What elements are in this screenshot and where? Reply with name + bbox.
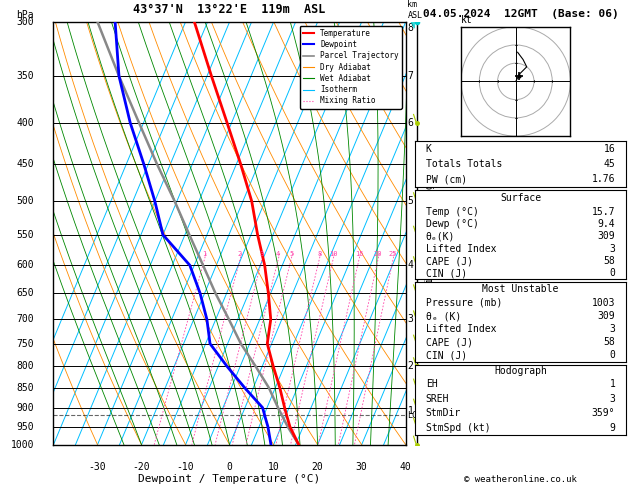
Text: CAPE (J): CAPE (J): [426, 256, 472, 266]
Text: 9: 9: [610, 423, 615, 433]
Text: 850: 850: [16, 382, 34, 393]
Text: Pressure (mb): Pressure (mb): [426, 298, 502, 308]
Text: 15.7: 15.7: [592, 207, 615, 217]
Text: 309: 309: [598, 231, 615, 242]
Text: 9.4: 9.4: [598, 219, 615, 229]
Text: 500: 500: [16, 196, 34, 206]
Polygon shape: [411, 16, 415, 28]
Text: 15: 15: [355, 251, 364, 257]
Text: -20: -20: [133, 462, 150, 471]
Text: -10: -10: [177, 462, 194, 471]
Text: StmSpd (kt): StmSpd (kt): [426, 423, 490, 433]
Text: 650: 650: [16, 288, 34, 298]
Text: 1.76: 1.76: [592, 174, 615, 184]
Text: 3: 3: [610, 244, 615, 254]
Text: θₑ(K): θₑ(K): [426, 231, 455, 242]
Text: 1: 1: [408, 406, 413, 416]
Text: Temp (°C): Temp (°C): [426, 207, 479, 217]
Text: 900: 900: [16, 403, 34, 413]
Text: 350: 350: [16, 71, 34, 81]
Text: 10: 10: [268, 462, 279, 471]
Text: 43°37'N  13°22'E  119m  ASL: 43°37'N 13°22'E 119m ASL: [133, 2, 326, 16]
Text: CIN (J): CIN (J): [426, 350, 467, 361]
Text: 1000: 1000: [11, 440, 34, 450]
Text: 550: 550: [16, 230, 34, 240]
Legend: Temperature, Dewpoint, Parcel Trajectory, Dry Adiabat, Wet Adiabat, Isotherm, Mi: Temperature, Dewpoint, Parcel Trajectory…: [299, 26, 402, 108]
Text: 8: 8: [317, 251, 321, 257]
Text: 16: 16: [604, 144, 615, 154]
Text: 4: 4: [276, 251, 281, 257]
Text: StmDir: StmDir: [426, 408, 461, 418]
Text: 3: 3: [610, 324, 615, 334]
Text: PW (cm): PW (cm): [426, 174, 467, 184]
Text: 700: 700: [16, 314, 34, 325]
Text: 0: 0: [226, 462, 233, 471]
Text: 3: 3: [408, 314, 413, 325]
Text: 400: 400: [16, 118, 34, 128]
Text: 4: 4: [408, 260, 413, 270]
Text: -30: -30: [89, 462, 106, 471]
Text: 600: 600: [16, 260, 34, 270]
Text: 7: 7: [408, 71, 413, 81]
Text: 8: 8: [408, 23, 413, 33]
Text: Lifted Index: Lifted Index: [426, 244, 496, 254]
Text: Most Unstable: Most Unstable: [482, 284, 559, 294]
Text: 309: 309: [598, 311, 615, 321]
Text: θₑ (K): θₑ (K): [426, 311, 461, 321]
Text: 58: 58: [604, 337, 615, 347]
Text: 40: 40: [400, 462, 411, 471]
Text: 58: 58: [604, 256, 615, 266]
Text: Totals Totals: Totals Totals: [426, 159, 502, 169]
Text: EH: EH: [426, 380, 437, 389]
Text: 04.05.2024  12GMT  (Base: 06): 04.05.2024 12GMT (Base: 06): [423, 9, 618, 19]
Text: 45: 45: [604, 159, 615, 169]
Text: 2: 2: [408, 361, 413, 371]
Text: K: K: [426, 144, 431, 154]
Text: 800: 800: [16, 361, 34, 371]
Text: 0: 0: [610, 268, 615, 278]
Text: 3: 3: [610, 394, 615, 404]
Text: CAPE (J): CAPE (J): [426, 337, 472, 347]
Text: 30: 30: [356, 462, 367, 471]
Text: Dewpoint / Temperature (°C): Dewpoint / Temperature (°C): [138, 474, 321, 484]
Text: 5: 5: [408, 196, 413, 206]
Text: 20: 20: [312, 462, 323, 471]
Text: 2: 2: [238, 251, 242, 257]
Text: Hodograph: Hodograph: [494, 366, 547, 376]
Text: Mixing Ratio (g/kg): Mixing Ratio (g/kg): [425, 177, 435, 289]
Text: LCL: LCL: [408, 411, 423, 420]
Text: kt: kt: [461, 15, 473, 24]
Text: hPa: hPa: [16, 10, 34, 20]
Text: 750: 750: [16, 339, 34, 348]
Text: 1: 1: [610, 380, 615, 389]
Text: 10: 10: [329, 251, 337, 257]
Text: Dewp (°C): Dewp (°C): [426, 219, 479, 229]
Text: 359°: 359°: [592, 408, 615, 418]
Text: km
ASL: km ASL: [408, 0, 423, 20]
Text: Surface: Surface: [500, 192, 541, 203]
Text: 20: 20: [374, 251, 382, 257]
Text: 300: 300: [16, 17, 34, 27]
Text: 25: 25: [389, 251, 398, 257]
Text: © weatheronline.co.uk: © weatheronline.co.uk: [464, 474, 577, 484]
Text: 3: 3: [260, 251, 264, 257]
Text: Lifted Index: Lifted Index: [426, 324, 496, 334]
Text: 950: 950: [16, 422, 34, 432]
Text: 1003: 1003: [592, 298, 615, 308]
Text: CIN (J): CIN (J): [426, 268, 467, 278]
Text: SREH: SREH: [426, 394, 449, 404]
Text: 1: 1: [203, 251, 206, 257]
Text: 0: 0: [610, 350, 615, 361]
Text: 6: 6: [408, 118, 413, 128]
Text: 450: 450: [16, 159, 34, 169]
Text: 5: 5: [289, 251, 293, 257]
